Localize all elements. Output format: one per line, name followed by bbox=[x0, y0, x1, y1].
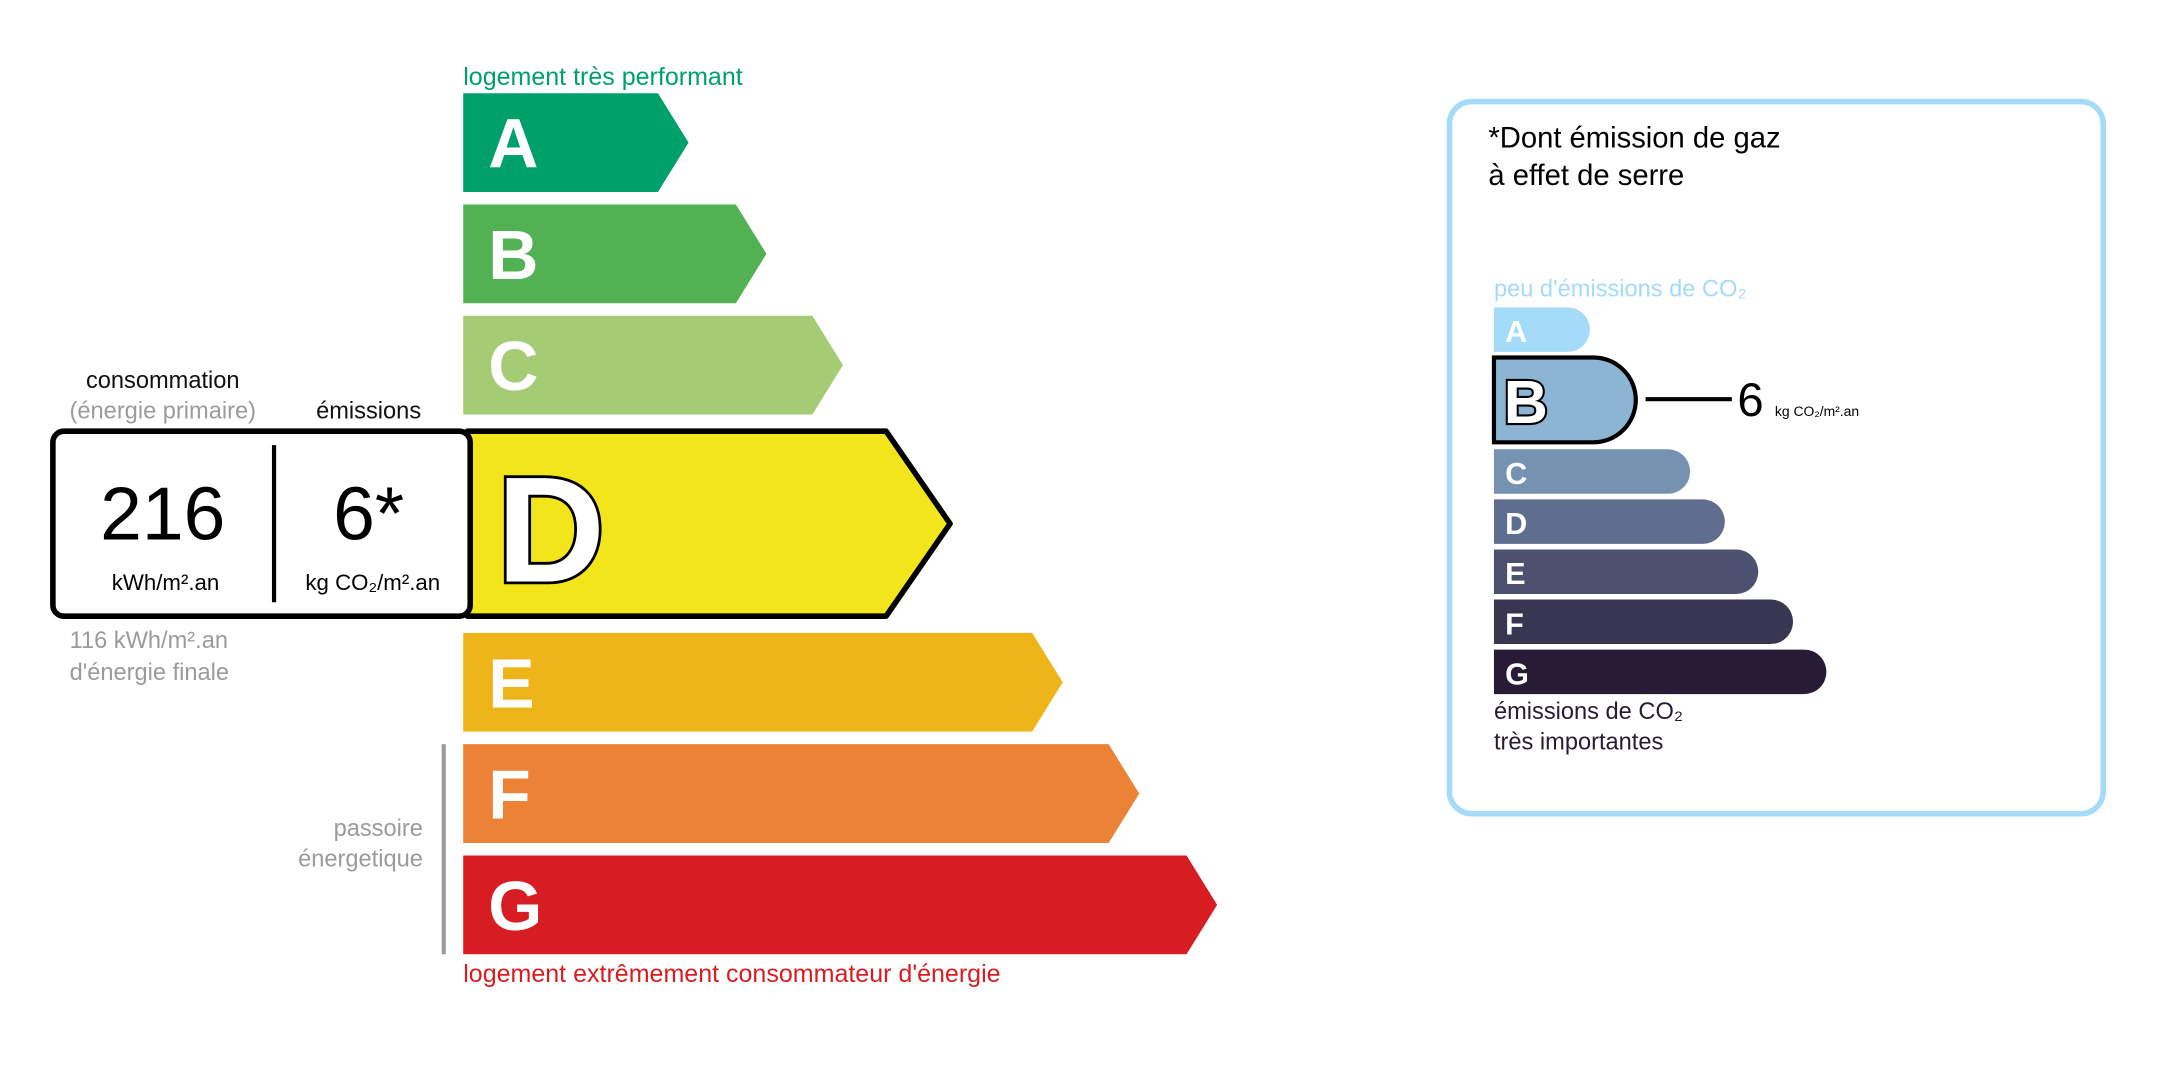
ghg-title-line1: *Dont émission de gaz bbox=[1488, 122, 1780, 154]
ghg-class-d: D bbox=[1493, 499, 1725, 544]
energy-class-e: E bbox=[463, 632, 1063, 732]
energy-class-letter: B bbox=[488, 216, 538, 294]
energy-class-f: F bbox=[463, 744, 1140, 843]
final-energy-label: d'énergie finale bbox=[70, 660, 230, 686]
passoire-label-line1: passoire bbox=[334, 816, 423, 842]
ghg-class-f: F bbox=[1493, 599, 1794, 645]
energy-class-letter: E bbox=[488, 644, 534, 722]
energy-class-a: A bbox=[463, 93, 689, 192]
ghg-class-e: E bbox=[1493, 549, 1759, 594]
ghg-bar bbox=[1493, 449, 1691, 494]
ghg-class-g: G bbox=[1493, 649, 1827, 695]
ghg-class-letter: E bbox=[1505, 557, 1525, 591]
ghg-title-line2: à effet de serre bbox=[1488, 160, 1684, 192]
ghg-class-letter: A bbox=[1505, 315, 1527, 349]
ghg-class-b: B bbox=[1491, 355, 1638, 445]
consumption-unit: kWh/m².an bbox=[112, 570, 220, 595]
energy-class-letter: D bbox=[497, 445, 605, 613]
emissions-value: 6* bbox=[333, 472, 404, 556]
ghg-class-a: A bbox=[1493, 307, 1590, 352]
ghg-class-c: C bbox=[1493, 449, 1691, 494]
energy-bar bbox=[463, 93, 689, 192]
ghg-unit: kg CO₂/m².an bbox=[1775, 403, 1859, 419]
ghg-bottom-label-line1: émissions de CO₂ bbox=[1494, 699, 1683, 725]
ghg-bar-current bbox=[1491, 355, 1638, 445]
energy-bar bbox=[463, 315, 843, 415]
passoire-label-line2: énergetique bbox=[298, 847, 423, 873]
consumption-value: 216 bbox=[100, 472, 225, 556]
ghg-class-letter: C bbox=[1505, 457, 1527, 491]
ghg-bar bbox=[1493, 307, 1590, 352]
ghg-bar bbox=[1493, 599, 1794, 645]
energy-bar bbox=[463, 204, 767, 304]
ghg-class-letter: B bbox=[1504, 368, 1548, 436]
ghg-class-letter: F bbox=[1505, 607, 1524, 641]
emissions-unit: kg CO₂/m².an bbox=[305, 570, 440, 595]
ghg-value: 6 bbox=[1737, 374, 1763, 427]
consumption-sublabel: (énergie primaire) bbox=[70, 399, 256, 425]
final-energy-value: 116 kWh/m².an bbox=[70, 628, 228, 654]
energy-class-letter: C bbox=[488, 327, 538, 405]
energy-top-label: logement très performant bbox=[463, 63, 743, 91]
ghg-bar bbox=[1493, 649, 1827, 695]
energy-bar bbox=[463, 744, 1140, 843]
ghg-bar bbox=[1493, 499, 1725, 544]
energy-bar bbox=[463, 855, 1218, 955]
energy-class-d: D bbox=[464, 428, 953, 619]
emissions-label: émissions bbox=[316, 399, 421, 425]
consumption-label: consommation bbox=[86, 368, 240, 394]
current-value-box bbox=[50, 428, 473, 619]
energy-bottom-label: logement extrêmement consommateur d'éner… bbox=[463, 960, 1000, 988]
energy-class-g: G bbox=[463, 855, 1218, 955]
energy-class-c: C bbox=[463, 315, 843, 415]
ghg-class-letter: D bbox=[1505, 507, 1527, 541]
energy-class-letter: F bbox=[488, 756, 530, 834]
energy-bar bbox=[463, 632, 1063, 732]
ghg-top-label: peu d'émissions de CO₂ bbox=[1494, 276, 1747, 302]
energy-class-letter: G bbox=[488, 867, 542, 945]
ghg-class-letter: G bbox=[1505, 657, 1529, 691]
ghg-bar bbox=[1493, 549, 1759, 594]
energy-class-b: B bbox=[463, 204, 767, 304]
energy-class-letter: A bbox=[488, 105, 538, 183]
ghg-bottom-label-line2: très importantes bbox=[1494, 730, 1663, 756]
